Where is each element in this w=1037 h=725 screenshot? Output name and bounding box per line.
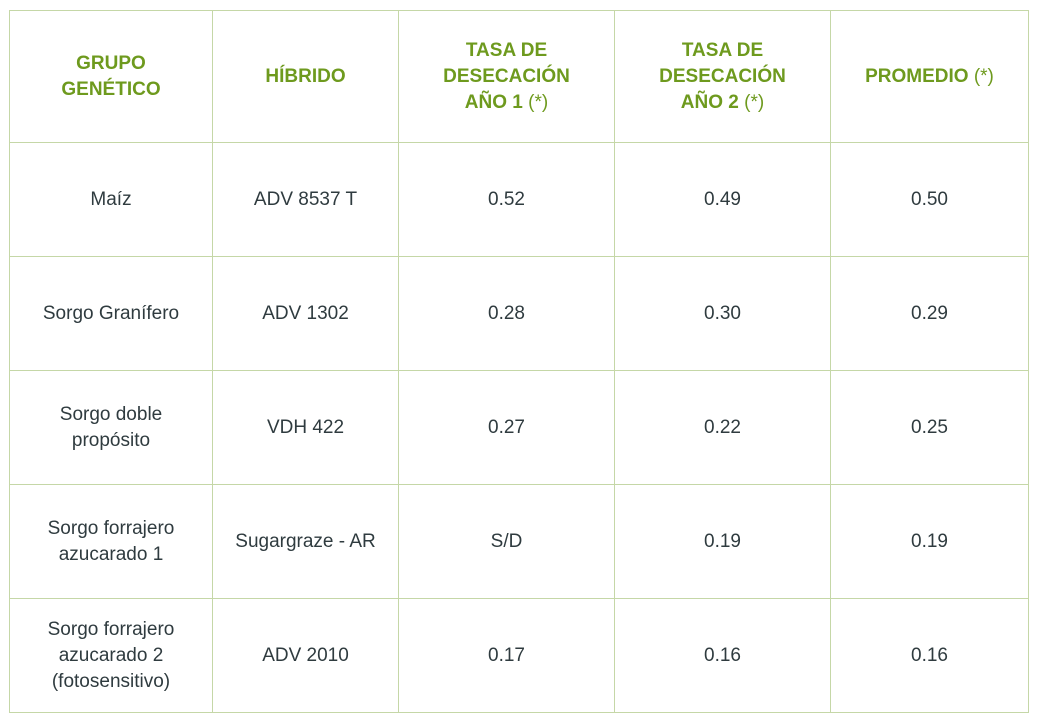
header-hibrido: HÍBRIDO [212,10,399,143]
header-promedio: PROMEDIO (*) [830,10,1029,143]
table-row: Sorgo forrajero azucarado 2 (fotosensiti… [9,598,1029,713]
cell-hibrido: VDH 422 [212,370,399,485]
cell-tasa-ano-1: 0.27 [398,370,615,485]
header-label: PROMEDIO [865,65,969,87]
cell-hibrido: ADV 8537 T [212,142,399,257]
header-tasa-ano-1: TASA DE DESECACIÓN AÑO 1 (*) [398,10,615,143]
cell-promedio: 0.19 [830,484,1029,599]
table-row: Sorgo forrajero azucarado 1 Sugargraze -… [9,484,1029,599]
header-label: HÍBRIDO [265,65,346,87]
table-row: Sorgo doble propósito VDH 422 0.27 0.22 … [9,370,1029,485]
cell-hibrido: Sugargraze - AR [212,484,399,599]
table-row: Maíz ADV 8537 T 0.52 0.49 0.50 [9,142,1029,257]
cell-grupo: Sorgo Granífero [9,256,213,371]
cell-promedio: 0.25 [830,370,1029,485]
cell-grupo: Sorgo forrajero azucarado 2 (fotosensiti… [9,598,213,713]
table-header-row: GRUPO GENÉTICO HÍBRIDO TASA DE DESECACIÓ… [9,10,1029,143]
header-note: (*) [973,65,994,87]
cell-promedio: 0.29 [830,256,1029,371]
cell-tasa-ano-2: 0.19 [614,484,831,599]
cell-tasa-ano-2: 0.49 [614,142,831,257]
cell-tasa-ano-1: 0.28 [398,256,615,371]
cell-grupo: Sorgo doble propósito [9,370,213,485]
header-label: GRUPO GENÉTICO [61,52,161,100]
header-label: TASA DE DESECACIÓN AÑO 1 [443,39,570,113]
cell-tasa-ano-2: 0.30 [614,256,831,371]
header-tasa-ano-2: TASA DE DESECACIÓN AÑO 2 (*) [614,10,831,143]
cell-grupo: Sorgo forrajero azucarado 1 [9,484,213,599]
cell-grupo: Maíz [9,142,213,257]
cell-tasa-ano-1: 0.52 [398,142,615,257]
header-note: (*) [744,91,765,113]
cell-tasa-ano-2: 0.22 [614,370,831,485]
cell-hibrido: ADV 1302 [212,256,399,371]
cell-tasa-ano-2: 0.16 [614,598,831,713]
table-row: Sorgo Granífero ADV 1302 0.28 0.30 0.29 [9,256,1029,371]
cell-promedio: 0.50 [830,142,1029,257]
cell-promedio: 0.16 [830,598,1029,713]
cell-tasa-ano-1: 0.17 [398,598,615,713]
header-note: (*) [528,91,549,113]
cell-hibrido: ADV 2010 [212,598,399,713]
header-grupo-genetico: GRUPO GENÉTICO [9,10,213,143]
desiccation-rate-table: GRUPO GENÉTICO HÍBRIDO TASA DE DESECACIÓ… [9,10,1029,713]
cell-tasa-ano-1: S/D [398,484,615,599]
header-label: TASA DE DESECACIÓN AÑO 2 [659,39,786,113]
